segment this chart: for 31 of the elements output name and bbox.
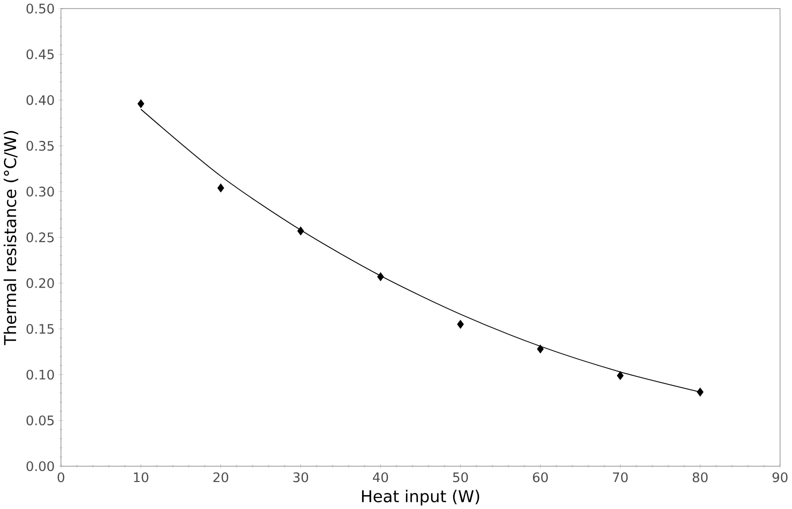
x-tick-label: 40 (372, 472, 388, 482)
point (457, 320, 464, 328)
x-tick-label: 60 (532, 472, 548, 482)
x-tick-label: 10 (134, 472, 148, 482)
y-tick-label: 0.50 (26, 4, 54, 14)
y-tick-label: 0.45 (26, 49, 54, 60)
x-axis-title: Heat input (W) (362, 490, 480, 506)
y-tick-label: 0.05 (26, 415, 54, 426)
y-tick-label: 0.15 (26, 324, 54, 334)
y-tick-label: 0.35 (26, 140, 54, 151)
point (297, 226, 304, 236)
x-tick-label: 0 (58, 472, 64, 482)
point (217, 184, 224, 192)
point (537, 344, 544, 354)
x-tick-label: 50 (453, 472, 468, 482)
y-tick-label: 0.25 (26, 232, 54, 242)
y-tick-label: 0.10 (26, 370, 54, 380)
y-tick-label: 0.40 (26, 95, 54, 105)
y-tick-label: 0.20 (26, 278, 54, 288)
y-axis-title: Thermal resistance (°C/W) (4, 130, 18, 346)
y-tick-label: 0.30 (26, 186, 54, 196)
point (616, 371, 624, 380)
y-tick-label: 0.00 (26, 461, 54, 472)
x-tick-label: 30 (293, 472, 308, 482)
x-tick-label: 20 (213, 472, 228, 482)
x-tick-label: 70 (613, 472, 628, 482)
point (696, 388, 704, 396)
point (138, 99, 144, 108)
x-tick-label: 80 (692, 472, 708, 482)
point (377, 272, 384, 281)
x-tick-label: 90 (772, 472, 788, 482)
